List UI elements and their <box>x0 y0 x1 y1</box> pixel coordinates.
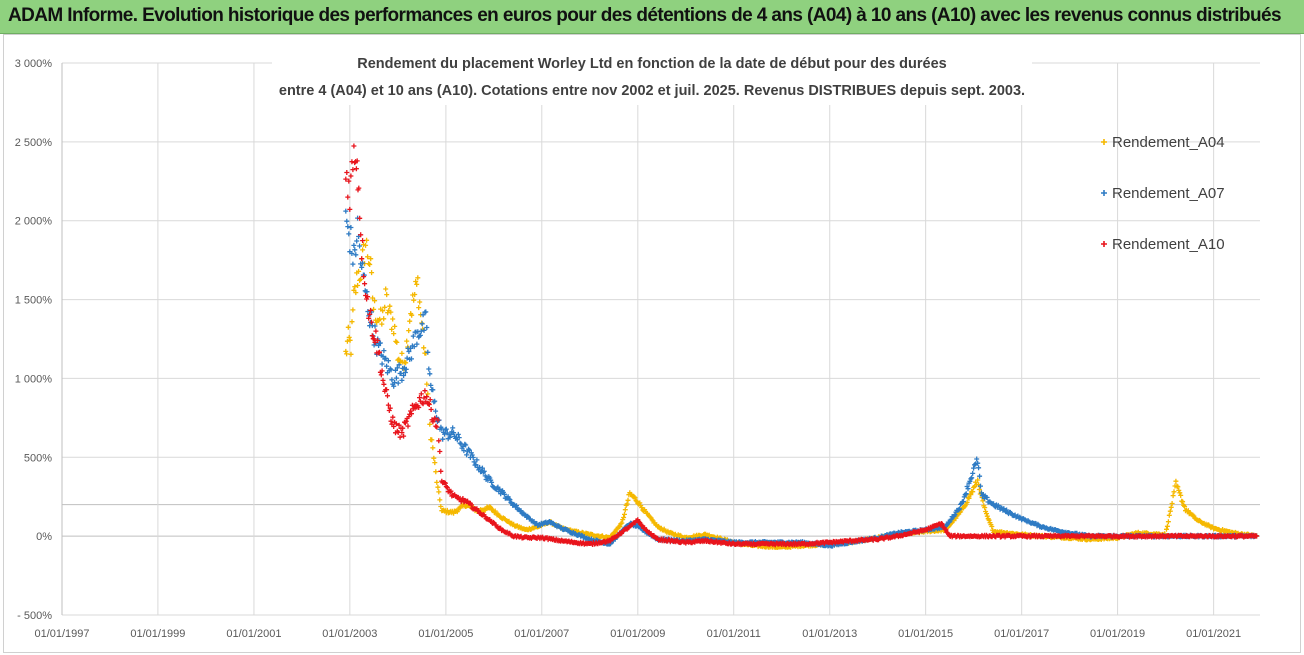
x-tick-label: 01/01/2009 <box>610 628 665 640</box>
legend-item: Rendement_A04 <box>1101 134 1225 151</box>
legend-item: Rendement_A10 <box>1101 236 1225 253</box>
x-tick-label: 01/01/2005 <box>418 628 473 640</box>
data-series <box>343 143 1260 550</box>
x-tick-label: 01/01/2021 <box>1186 628 1241 640</box>
y-axis-ticks: 3 000% 2 500% 2 000% 1 500% 1 000% 500% 0% - 50… <box>15 58 53 622</box>
x-tick-label: 01/01/2003 <box>322 628 377 640</box>
legend-label: Rendement_A07 <box>1112 185 1225 202</box>
series-markers <box>343 143 1260 548</box>
y-tick-label: 1 000% <box>15 373 53 385</box>
x-axis-ticks: 01/01/1997 01/01/1999 01/01/2001 01/01/2003… <box>34 628 1241 640</box>
y-tick-label: 0% <box>36 531 52 543</box>
legend-marker-icon <box>1101 139 1107 145</box>
legend: Rendement_A04 Rendement_A07 Rendement_A10 <box>1101 134 1225 253</box>
chart-title-line-1: Rendement du placement Worley Ltd en fon… <box>357 56 946 72</box>
page-title: ADAM Informe. Evolution historique des p… <box>8 5 1282 26</box>
scatter-chart: 3 000% 2 500% 2 000% 1 500% 1 000% 500% 0% - 50… <box>15 47 1260 640</box>
x-tick-label: 01/01/2013 <box>802 628 857 640</box>
header-banner: ADAM Informe. Evolution historique des p… <box>0 0 1304 34</box>
series-Rendement_A10 <box>343 143 1260 548</box>
y-tick-label: 500% <box>24 452 52 464</box>
legend-label: Rendement_A04 <box>1112 134 1225 151</box>
legend-item: Rendement_A07 <box>1101 185 1225 202</box>
y-tick-label: - 500% <box>17 610 52 622</box>
y-tick-label: 1 500% <box>15 295 53 307</box>
y-tick-label: 2 500% <box>15 137 53 149</box>
legend-label: Rendement_A10 <box>1112 236 1225 253</box>
x-tick-label: 01/01/2015 <box>898 628 953 640</box>
series-Rendement_A04 <box>343 237 1260 550</box>
chart-title-line-2: entre 4 (A04) et 10 ans (A10). Cotations… <box>279 83 1025 99</box>
x-tick-label: 01/01/2017 <box>994 628 1049 640</box>
x-tick-label: 01/01/1997 <box>34 628 89 640</box>
x-tick-label: 01/01/1999 <box>130 628 185 640</box>
x-tick-label: 01/01/2019 <box>1090 628 1145 640</box>
chart-frame: 3 000% 2 500% 2 000% 1 500% 1 000% 500% 0% - 50… <box>3 34 1301 653</box>
legend-marker-icon <box>1101 190 1107 196</box>
grid-lines <box>61 62 1260 616</box>
x-tick-label: 01/01/2007 <box>514 628 569 640</box>
y-tick-label: 3 000% <box>15 58 53 70</box>
x-tick-label: 01/01/2011 <box>707 628 761 640</box>
series-markers <box>343 237 1260 550</box>
chart-title-background <box>272 47 1032 105</box>
legend-marker-icon <box>1101 241 1107 247</box>
y-tick-label: 2 000% <box>15 216 53 228</box>
x-tick-label: 01/01/2001 <box>226 628 281 640</box>
